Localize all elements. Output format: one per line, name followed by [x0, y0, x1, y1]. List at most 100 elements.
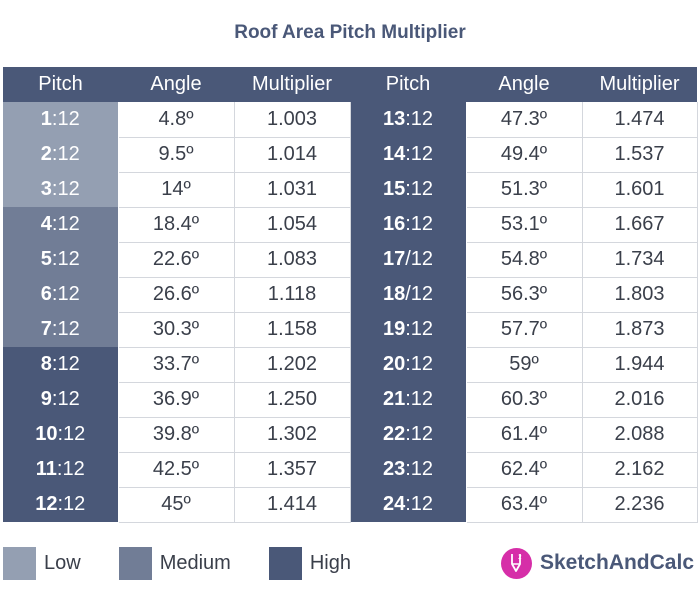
multiplier-cell: 1.250 [234, 382, 351, 418]
pitch-cell: 7:12 [3, 312, 118, 347]
page-title: Roof Area Pitch Multiplier [234, 22, 466, 43]
multiplier-cell: 1.537 [582, 137, 698, 173]
angle-cell: 47.3º [466, 102, 583, 138]
header-row: Pitch Angle Multiplier Pitch Angle Multi… [3, 67, 697, 102]
table-row: 11:12 42.5º 1.357 23:12 62.4º 2.162 [3, 452, 698, 488]
pitch-cell: 24:12 [350, 487, 466, 522]
pitch-cell: 4:12 [3, 207, 118, 242]
multiplier-cell: 2.162 [582, 452, 698, 488]
table-row: 4:12 18.4º 1.054 16:12 53.1º 1.667 [3, 207, 698, 243]
multiplier-cell: 2.016 [582, 382, 698, 418]
legend-label-high: High [309, 551, 351, 574]
brand-name: SketchAndCalc [539, 551, 694, 574]
header-multiplier-right: Multiplier [582, 67, 697, 102]
table-row: 3:12 14º 1.031 15:12 51.3º 1.601 [3, 172, 698, 208]
multiplier-cell: 1.054 [234, 207, 351, 243]
angle-cell: 22.6º [118, 242, 235, 278]
angle-cell: 9.5º [118, 137, 235, 173]
pitch-cell: 14:12 [350, 137, 466, 172]
angle-cell: 53.1º [466, 207, 583, 243]
multiplier-cell: 1.003 [234, 102, 351, 138]
multiplier-cell: 1.083 [234, 242, 351, 278]
multiplier-cell: 1.302 [234, 417, 351, 453]
angle-cell: 51.3º [466, 172, 583, 208]
pitch-cell: 19:12 [350, 312, 466, 347]
multiplier-cell: 1.031 [234, 172, 351, 208]
pitch-cell: 16:12 [350, 207, 466, 242]
pitch-cell: 17/12 [350, 242, 466, 277]
multiplier-cell: 1.357 [234, 452, 351, 488]
legend-item-high: High [268, 546, 351, 580]
svg-text:2: 2 [518, 554, 522, 561]
multiplier-cell: 1.474 [582, 102, 698, 138]
multiplier-cell: 1.601 [582, 172, 698, 208]
legend: Low Medium High [3, 546, 389, 580]
multiplier-cell: 1.667 [582, 207, 698, 243]
angle-cell: 63.4º [466, 487, 583, 523]
angle-cell: 36.9º [118, 382, 235, 418]
header-multiplier-left: Multiplier [234, 67, 350, 102]
angle-cell: 45º [118, 487, 235, 523]
header-angle-left: Angle [118, 67, 234, 102]
angle-cell: 26.6º [118, 277, 235, 313]
angle-cell: 57.7º [466, 312, 583, 348]
header-angle-right: Angle [466, 67, 582, 102]
pitch-cell: 20:12 [350, 347, 466, 382]
table-row: 9:12 36.9º 1.250 21:12 60.3º 2.016 [3, 382, 698, 418]
angle-cell: 39.8º [118, 417, 235, 453]
multiplier-cell: 1.414 [234, 487, 351, 523]
multiplier-cell: 2.088 [582, 417, 698, 453]
pitch-cell: 10:12 [3, 417, 118, 452]
angle-cell: 54.8º [466, 242, 583, 278]
multiplier-cell: 1.873 [582, 312, 698, 348]
angle-cell: 4.8º [118, 102, 235, 138]
pitch-cell: 1:12 [3, 102, 118, 137]
pitch-cell: 18/12 [350, 277, 466, 312]
pitch-cell: 15:12 [350, 172, 466, 207]
multiplier-cell: 1.944 [582, 347, 698, 383]
legend-item-low: Low [3, 546, 81, 580]
legend-swatch-low [3, 546, 36, 580]
table-row: 5:12 22.6º 1.083 17/12 54.8º 1.734 [3, 242, 698, 278]
angle-cell: 62.4º [466, 452, 583, 488]
pitch-multiplier-table: Pitch Angle Multiplier Pitch Angle Multi… [3, 67, 698, 523]
multiplier-cell: 1.118 [234, 277, 351, 313]
multiplier-cell: 1.734 [582, 242, 698, 278]
table-row: 1:12 4.8º 1.003 13:12 47.3º 1.474 [3, 102, 698, 138]
angle-cell: 59º [466, 347, 583, 383]
angle-cell: 42.5º [118, 452, 235, 488]
angle-cell: 33.7º [118, 347, 235, 383]
pitch-cell: 8:12 [3, 347, 118, 382]
table-row: 8:12 33.7º 1.202 20:12 59º 1.944 [3, 347, 698, 383]
pitch-cell: 21:12 [350, 382, 466, 417]
table-row: 2:12 9.5º 1.014 14:12 49.4º 1.537 [3, 137, 698, 173]
pitch-cell: 13:12 [350, 102, 466, 137]
brand: 2 SketchAndCalc [500, 546, 694, 580]
table-row: 12:12 45º 1.414 24:12 63.4º 2.236 [3, 487, 698, 523]
multiplier-cell: 2.236 [582, 487, 698, 523]
pitch-cell: 23:12 [350, 452, 466, 487]
pitch-cell: 12:12 [3, 487, 118, 522]
multiplier-cell: 1.014 [234, 137, 351, 173]
legend-swatch-high [268, 546, 302, 580]
legend-swatch-medium [118, 546, 152, 580]
angle-cell: 56.3º [466, 277, 583, 313]
header-pitch-right: Pitch [350, 67, 466, 102]
multiplier-cell: 1.202 [234, 347, 351, 383]
table-row: 7:12 30.3º 1.158 19:12 57.7º 1.873 [3, 312, 698, 348]
pitch-cell: 3:12 [3, 172, 118, 207]
pitch-cell: 11:12 [3, 452, 118, 487]
legend-item-medium: Medium [118, 546, 231, 580]
table-row: 6:12 26.6º 1.118 18/12 56.3º 1.803 [3, 277, 698, 313]
table-row: 10:12 39.8º 1.302 22:12 61.4º 2.088 [3, 417, 698, 453]
pitch-cell: 5:12 [3, 242, 118, 277]
pitch-cell: 2:12 [3, 137, 118, 172]
multiplier-cell: 1.158 [234, 312, 351, 348]
angle-cell: 49.4º [466, 137, 583, 173]
angle-cell: 30.3º [118, 312, 235, 348]
angle-cell: 60.3º [466, 382, 583, 418]
pitch-cell: 22:12 [350, 417, 466, 452]
legend-label-medium: Medium [159, 551, 231, 574]
angle-cell: 61.4º [466, 417, 583, 453]
multiplier-cell: 1.803 [582, 277, 698, 313]
